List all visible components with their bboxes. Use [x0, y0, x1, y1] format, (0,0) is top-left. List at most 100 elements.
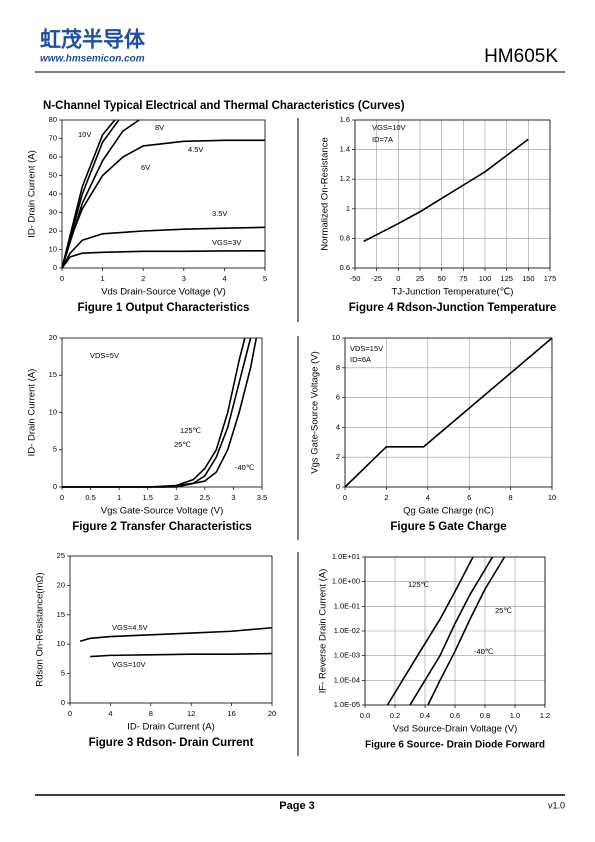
figure-caption: Figure 1 Output Characteristics	[78, 302, 250, 314]
x-tick-label: 0.6	[450, 711, 460, 720]
y-tick-label: 10	[332, 333, 340, 342]
y-tick-label: 1.0E-02	[334, 626, 360, 635]
x-tick-label: 12	[187, 709, 195, 718]
x-tick-label: 1	[117, 493, 121, 502]
y-tick-label: 5	[61, 669, 65, 678]
y-tick-label: 1.0E+00	[332, 577, 360, 586]
y-tick-label: 1.4	[340, 145, 350, 154]
plot-frame	[61, 119, 266, 269]
curve-label: 25℃	[495, 606, 512, 615]
y-tick-label: 1.2	[340, 174, 350, 183]
plot-frame	[364, 556, 546, 706]
x-tick-label: 20	[268, 709, 276, 718]
x-axis-label: TJ-Junction Temperature(℃)	[392, 287, 514, 298]
x-tick-label: 100	[479, 274, 492, 283]
y-tick-label: 0	[336, 482, 340, 491]
x-tick-label: 0	[68, 709, 72, 718]
x-tick-label: 2.5	[200, 493, 210, 502]
series-line	[61, 119, 140, 269]
x-tick-label: 0.8	[480, 711, 490, 720]
curve-label: VGS=10V	[112, 660, 146, 669]
series-line	[61, 119, 116, 269]
x-tick-label: 3	[182, 274, 186, 283]
x-axis-label: ID- Drain Current (A)	[127, 722, 215, 733]
x-tick-label: 2	[174, 493, 178, 502]
y-tick-label: 0	[53, 482, 57, 491]
series-line	[61, 226, 266, 269]
x-tick-label: 0	[396, 274, 400, 283]
curve-label: VGS=4.5V	[112, 623, 148, 632]
figure-caption: Figure 2 Transfer Characteristics	[72, 521, 252, 533]
x-tick-label: 2	[141, 274, 145, 283]
plot-frame	[354, 119, 551, 269]
logo: 虹茂半导体	[40, 28, 146, 52]
x-tick-label: 1.2	[540, 711, 550, 720]
y-tick-label: 70	[49, 133, 57, 142]
x-tick-label: -25	[371, 274, 382, 283]
y-tick-label: 20	[49, 226, 57, 235]
figure-caption: Figure 3 Rdson- Drain Current	[89, 737, 254, 749]
y-tick-label: 0	[61, 698, 65, 707]
series-line	[61, 119, 120, 269]
y-tick-label: 2	[336, 452, 340, 461]
y-axis-label: Rdson On-Resistance(mΩ)	[35, 572, 46, 686]
page-number: Page 3	[279, 800, 314, 812]
y-tick-label: 0.8	[340, 233, 350, 242]
x-tick-label: 0.5	[85, 493, 95, 502]
y-tick-label: 20	[49, 333, 57, 342]
y-axis-label: IF- Reverse Drain Current (A)	[318, 569, 329, 694]
figure-caption: Figure 6 Source- Drain Diode Forward	[365, 740, 545, 751]
y-axis-label: Vgs Gate-Source Voltage (V)	[310, 351, 321, 474]
x-axis-label: Vds Drain-Source Voltage (V)	[101, 287, 226, 298]
x-tick-label: 0	[60, 274, 64, 283]
y-tick-label: 10	[57, 639, 65, 648]
y-axis-label: Normalized On-Resistance	[320, 137, 331, 251]
x-tick-label: 150	[522, 274, 535, 283]
y-tick-label: 1.6	[340, 115, 350, 124]
x-tick-label: 1.5	[142, 493, 152, 502]
y-tick-label: 20	[57, 580, 65, 589]
part-number: HM605K	[484, 46, 558, 67]
y-tick-label: 15	[49, 370, 57, 379]
y-tick-label: 15	[57, 610, 65, 619]
x-tick-label: 10	[548, 493, 556, 502]
series-line	[386, 556, 474, 706]
version: v1.0	[548, 800, 565, 810]
y-tick-label: 50	[49, 170, 57, 179]
x-axis-label: Qg Gate Charge (nC)	[403, 506, 494, 517]
y-tick-label: 40	[49, 189, 57, 198]
figure-caption: Figure 5 Gate Charge	[390, 521, 506, 533]
y-tick-label: 10	[49, 407, 57, 416]
curve-label: -40℃	[235, 463, 255, 472]
y-tick-label: 1.0E-04	[334, 675, 360, 684]
series-line	[62, 337, 252, 488]
x-tick-label: 1	[101, 274, 105, 283]
x-tick-label: 125	[500, 274, 513, 283]
annotation: ID=6A	[350, 355, 371, 364]
y-axis-label: ID- Drain Current (A)	[27, 150, 38, 238]
x-tick-label: 1.0	[510, 711, 520, 720]
y-tick-label: 0.6	[340, 263, 350, 272]
x-axis-label: Vsd Source-Drain Voltage (V)	[393, 724, 518, 735]
x-tick-label: 2	[384, 493, 388, 502]
x-tick-label: 3.5	[257, 493, 267, 502]
annotation: VDS=5V	[90, 351, 119, 360]
curve-label: 8V	[155, 123, 164, 132]
y-tick-label: 4	[336, 422, 340, 431]
series-line	[427, 556, 506, 706]
x-tick-label: 5	[263, 274, 267, 283]
y-tick-label: 80	[49, 115, 57, 124]
x-tick-label: 4	[222, 274, 226, 283]
x-tick-label: 25	[416, 274, 424, 283]
x-tick-label: 8	[149, 709, 153, 718]
plot-frame	[69, 555, 273, 704]
x-tick-label: 4	[426, 493, 430, 502]
plot-frame	[344, 337, 553, 488]
y-tick-label: 1.0E-03	[334, 651, 360, 660]
figure-caption: Figure 4 Rdson-Junction Temperature	[349, 302, 556, 314]
y-tick-label: 8	[336, 363, 340, 372]
curve-label: 4.5V	[188, 145, 203, 154]
series-line	[79, 626, 273, 643]
curve-label: 3.5V	[212, 209, 227, 218]
series-line	[363, 138, 529, 243]
